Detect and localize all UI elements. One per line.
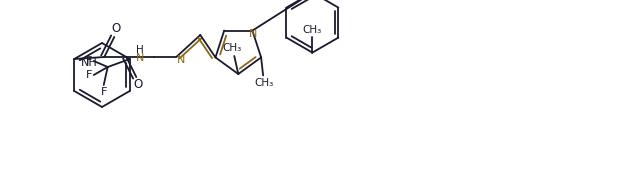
Text: CH₃: CH₃: [223, 43, 242, 53]
Text: N: N: [249, 29, 257, 39]
Text: CH₃: CH₃: [254, 78, 274, 88]
Text: N: N: [177, 55, 186, 65]
Text: NH: NH: [81, 58, 97, 68]
Text: H: H: [136, 45, 144, 55]
Text: F: F: [86, 56, 92, 66]
Text: N: N: [136, 53, 144, 63]
Text: CH₃: CH₃: [303, 25, 322, 35]
Text: F: F: [86, 70, 92, 80]
Text: O: O: [134, 79, 143, 91]
Text: F: F: [101, 87, 107, 97]
Text: O: O: [112, 22, 121, 36]
